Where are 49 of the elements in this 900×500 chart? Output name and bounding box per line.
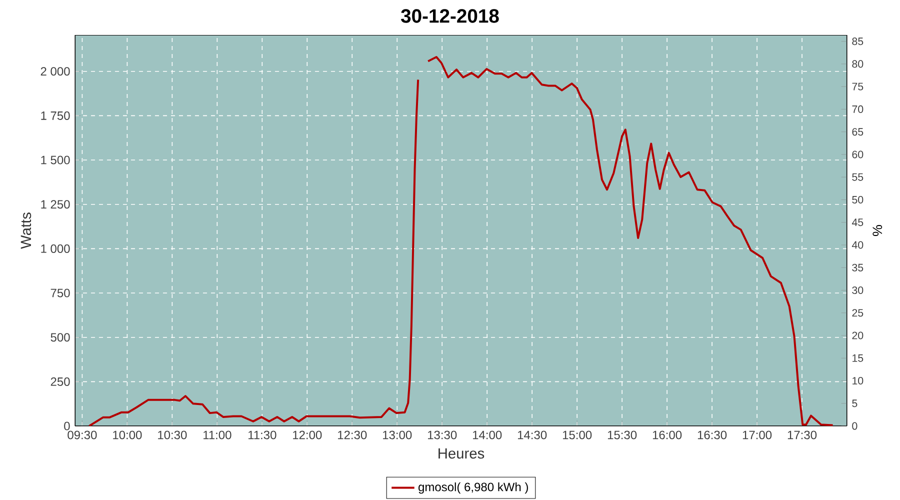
y2-tick-label: 80 (852, 60, 864, 68)
y2-tick-label: 55 (852, 173, 864, 181)
x-tick-label: 16:30 (698, 430, 727, 440)
x-tick-label: 15:30 (608, 430, 637, 440)
chart-title: 30-12-2018 (400, 9, 499, 23)
y2-axis-title: % (872, 225, 882, 236)
y2-tick-label: 85 (852, 38, 864, 46)
y2-tick-label: 10 (852, 376, 864, 385)
y2-tick-label: 0 (852, 422, 858, 430)
y2-tick-label: 50 (852, 196, 864, 204)
y2-tick-label: 65 (852, 128, 864, 136)
y2-tick-label: 75 (852, 82, 864, 90)
y-tick-label: 750 (50, 288, 70, 298)
x-tick-label: 11:00 (204, 430, 232, 440)
x-tick-label: 12:00 (293, 430, 322, 440)
y-tick-label: 1 000 (41, 244, 70, 253)
y-tick-label: 250 (50, 377, 70, 386)
x-tick-label: 14:00 (473, 430, 502, 440)
x-tick-label: 17:00 (742, 430, 772, 440)
x-tick-label: 10:00 (113, 430, 142, 440)
y2-tick-label: 45 (852, 218, 864, 226)
x-tick-label: 16:00 (652, 430, 682, 440)
legend-label: gmosol( 6,980 kWh ) (418, 482, 528, 494)
y2-tick-label: 70 (852, 105, 864, 113)
x-tick-label: 13:30 (428, 430, 457, 440)
x-tick-label: 10:30 (158, 430, 187, 440)
y-tick-label: 0 (64, 422, 70, 430)
y2-tick-label: 15 (852, 354, 864, 362)
x-tick-label: 15:00 (562, 430, 592, 440)
y-axis-title: Watts (20, 212, 32, 249)
x-axis-title: Heures (438, 448, 484, 459)
y-tick-label: 2 000 (40, 67, 70, 76)
y-tick-label: 1 500 (41, 156, 70, 164)
x-tick-label: 12:30 (338, 430, 367, 440)
y2-tick-label: 40 (852, 241, 864, 249)
y2-tick-label: 60 (852, 150, 864, 158)
x-tick-label: 17:30 (788, 430, 817, 440)
y2-tick-label: 5 (852, 400, 858, 408)
y-tick-label: 500 (50, 333, 70, 342)
x-tick-label: 14:30 (518, 430, 547, 440)
y2-tick-label: 35 (852, 264, 864, 272)
x-tick-label: 13:00 (383, 430, 412, 440)
y2-tick-label: 20 (852, 332, 864, 340)
y2-tick-label: 30 (852, 286, 864, 294)
x-tick-label: 11:30 (248, 430, 276, 440)
x-tick-label: 09:30 (68, 430, 97, 440)
y2-tick-label: 25 (852, 309, 864, 317)
y-tick-label: 1 750 (41, 111, 70, 120)
y-tick-label: 1 250 (41, 200, 70, 209)
